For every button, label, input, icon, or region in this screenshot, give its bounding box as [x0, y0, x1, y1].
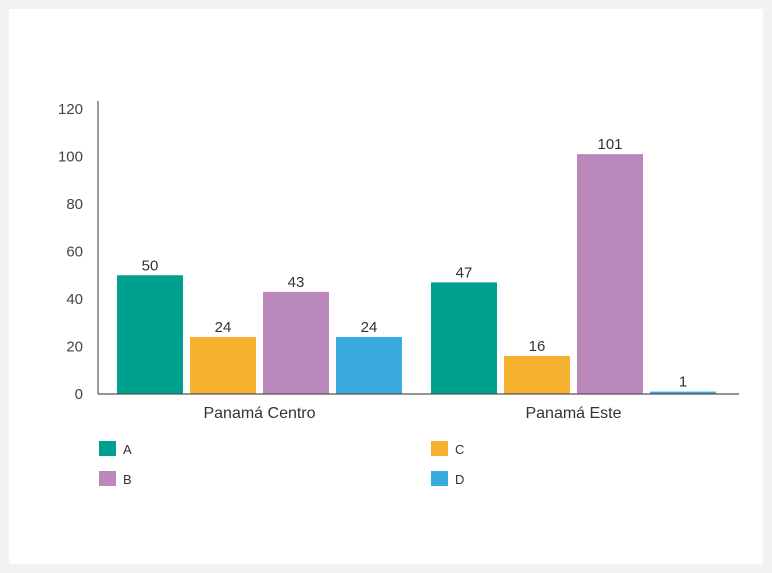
y-tick-label-100: 100	[58, 149, 83, 166]
data-label-a-panama-centro: 50	[142, 257, 159, 274]
y-tick-label-0: 0	[75, 386, 83, 403]
bar-c-panama-centro	[190, 337, 256, 394]
data-label-b-panama-centro: 43	[288, 274, 305, 291]
bar-c-panama-este	[504, 356, 570, 394]
legend-swatch-c	[431, 441, 448, 456]
legend-label-b: B	[123, 472, 132, 487]
y-tick-label-120: 120	[58, 101, 83, 118]
chart-card: 0 20 40 60 80 100 120 50 24 43 24 Panamá Centro 47 16…	[9, 9, 763, 564]
legend-label-a: A	[123, 442, 132, 457]
y-tick-label-40: 40	[66, 291, 83, 308]
bar-b-panama-centro	[263, 291, 329, 394]
bar-d-panama-centro	[336, 337, 402, 394]
legend-swatch-a	[99, 441, 116, 456]
y-tick-label-20: 20	[66, 339, 83, 356]
bar-d-panama-este	[650, 391, 716, 394]
legend-swatch-d	[431, 471, 448, 486]
data-label-d-panama-centro: 24	[361, 319, 378, 336]
y-tick-label-80: 80	[66, 196, 83, 213]
bar-chart: 0 20 40 60 80 100 120 50 24 43 24 Panamá Centro 47 16…	[58, 101, 739, 487]
data-label-a-panama-este: 47	[456, 264, 473, 281]
bar-b-panama-este	[577, 154, 643, 394]
x-category-label-panama-este: Panamá Este	[525, 405, 621, 422]
bar-a-panama-este	[431, 282, 497, 394]
data-label-c-panama-centro: 24	[215, 319, 232, 336]
data-label-b-panama-este: 101	[597, 136, 622, 153]
y-tick-label-60: 60	[66, 244, 83, 261]
x-category-label-panama-centro: Panamá Centro	[203, 405, 315, 422]
data-label-c-panama-este: 16	[529, 338, 546, 355]
data-label-d-panama-este: 1	[679, 374, 687, 391]
bar-a-panama-centro	[117, 275, 183, 394]
legend-label-d: D	[455, 472, 464, 487]
legend-swatch-b	[99, 471, 116, 486]
legend-label-c: C	[455, 442, 464, 457]
